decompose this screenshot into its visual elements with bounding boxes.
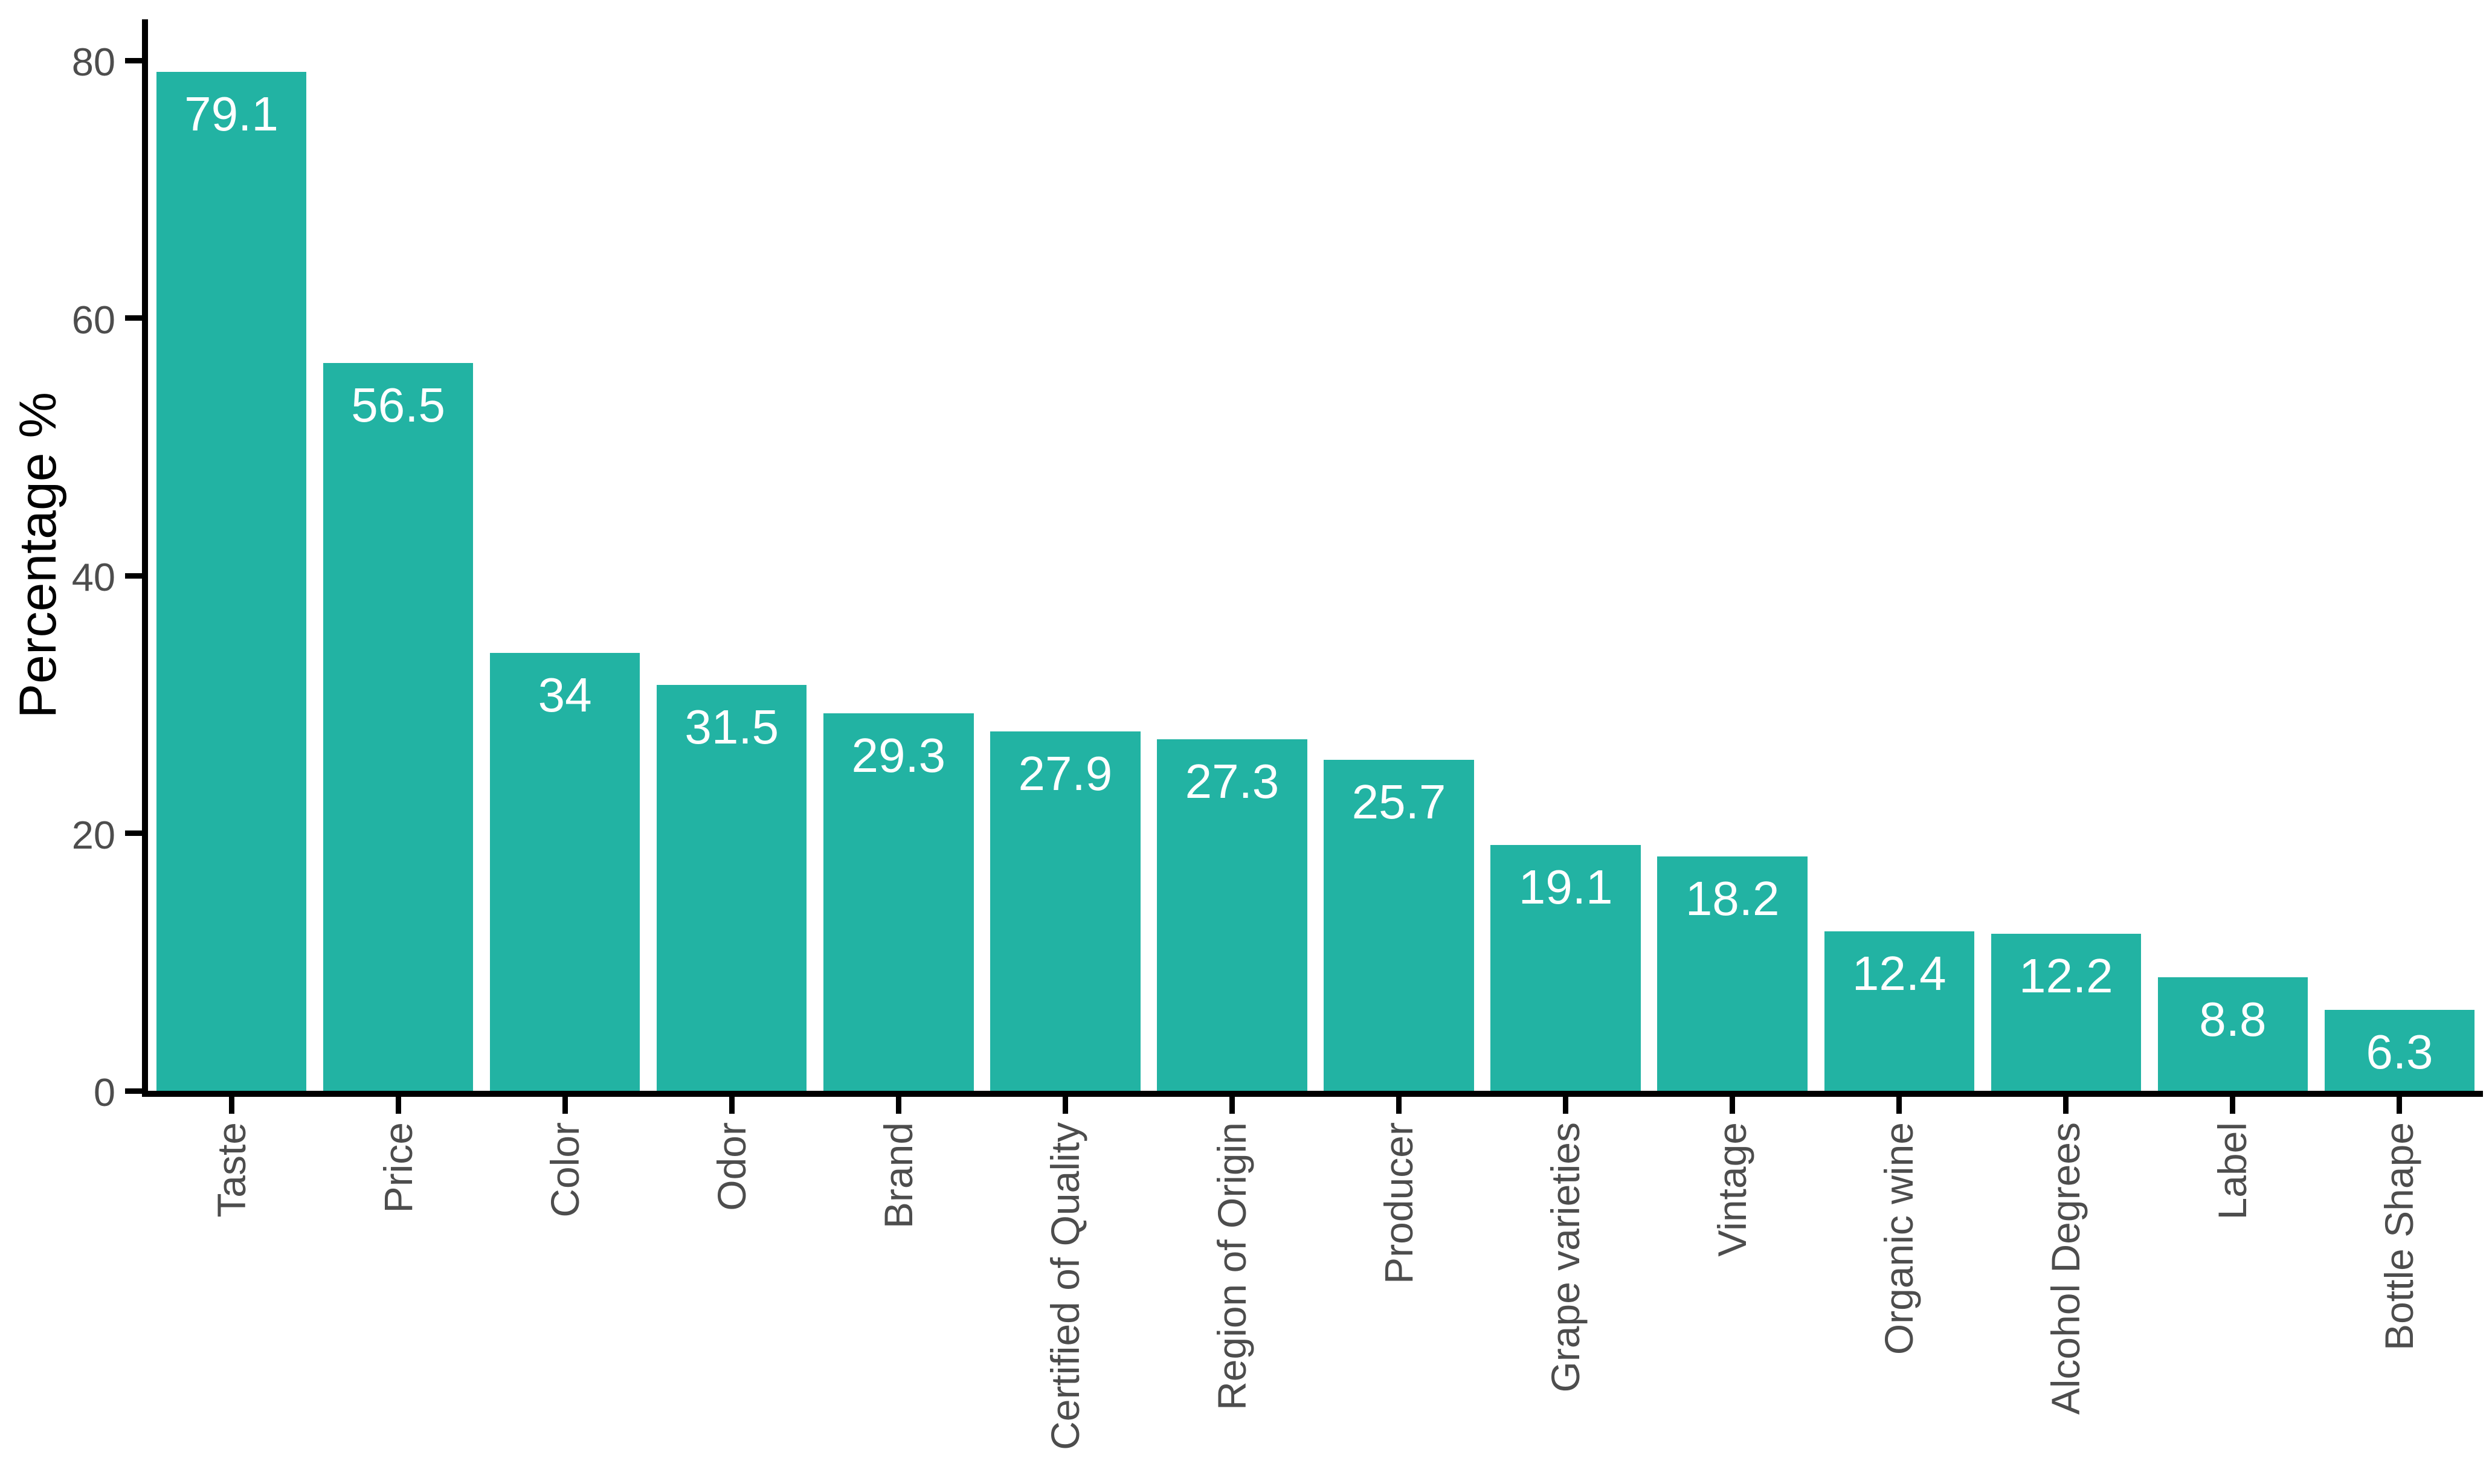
y-tick — [125, 315, 142, 321]
x-tick-label: Vintage — [1710, 1122, 1755, 1257]
x-tick-label: Odor — [709, 1122, 754, 1211]
y-tick — [125, 57, 142, 63]
x-tick — [2230, 1097, 2236, 1114]
x-tick — [395, 1097, 401, 1114]
x-tick-label: Taste — [208, 1122, 254, 1218]
bar-value-label: 27.9 — [1018, 747, 1113, 801]
bar — [2324, 1009, 2475, 1091]
x-tick — [895, 1097, 901, 1114]
bar — [323, 363, 474, 1091]
bar — [1824, 931, 1974, 1091]
x-tick-label: Producer — [1376, 1122, 1422, 1284]
x-tick-label: Grape varieties — [1543, 1122, 1588, 1393]
bar-value-label: 56.5 — [351, 378, 445, 432]
bar-value-label: 34 — [538, 667, 592, 722]
bar-value-label: 8.8 — [2199, 992, 2267, 1047]
x-tick — [228, 1097, 234, 1114]
bar — [990, 731, 1141, 1091]
x-tick-label: Certified of Quality — [1042, 1122, 1087, 1450]
bar — [1490, 844, 1641, 1091]
bar-value-label: 12.4 — [1852, 946, 1946, 1000]
y-tick — [125, 573, 142, 579]
x-tick-label: Organic wine — [1876, 1122, 1922, 1355]
x-tick — [1730, 1097, 1736, 1114]
x-axis-line — [142, 1091, 2483, 1097]
x-tick — [729, 1097, 735, 1114]
x-tick — [1229, 1097, 1235, 1114]
x-tick — [562, 1097, 568, 1114]
x-tick — [2397, 1097, 2403, 1114]
x-tick — [1396, 1097, 1402, 1114]
x-tick — [1896, 1097, 1902, 1114]
y-tick — [125, 830, 142, 836]
x-tick — [2063, 1097, 2069, 1114]
bar-value-label: 18.2 — [1685, 871, 1780, 925]
y-axis-line — [142, 19, 148, 1097]
bar-value-label: 6.3 — [2366, 1024, 2433, 1079]
y-tick-label: 60 — [71, 297, 115, 342]
bar — [489, 652, 640, 1091]
bar — [1324, 759, 1474, 1091]
bar-value-label: 31.5 — [684, 700, 779, 754]
x-tick-label: Bottle Shape — [2377, 1122, 2422, 1351]
y-axis-title: Percentage % — [9, 392, 67, 719]
bar — [657, 685, 807, 1091]
bar — [156, 72, 307, 1091]
bar — [2157, 977, 2308, 1091]
x-tick — [1563, 1097, 1569, 1114]
x-tick-label: Region of Origin — [1209, 1122, 1254, 1410]
y-tick — [125, 1088, 142, 1094]
x-tick-label: Brand — [875, 1122, 921, 1229]
y-tick-label: 40 — [71, 555, 115, 599]
x-tick-label: Color — [542, 1122, 587, 1218]
bar — [1157, 739, 1307, 1091]
y-tick-label: 0 — [93, 1070, 115, 1114]
bar — [1657, 856, 1808, 1091]
x-tick-label: Price — [375, 1122, 420, 1213]
y-tick-label: 80 — [71, 40, 115, 84]
bar-value-label: 25.7 — [1351, 774, 1446, 829]
y-tick-label: 20 — [71, 812, 115, 857]
bar-value-label: 79.1 — [184, 87, 279, 141]
bar-value-label: 27.3 — [1185, 754, 1280, 808]
bar-value-label: 19.1 — [1518, 859, 1613, 914]
x-tick — [1062, 1097, 1068, 1114]
bar — [1991, 933, 2142, 1091]
bar-value-label: 29.3 — [851, 728, 946, 783]
x-tick-label: Alcohol Degrees — [2043, 1122, 2088, 1415]
x-tick-label: Label — [2210, 1122, 2255, 1220]
bar — [823, 713, 974, 1091]
bar-value-label: 12.2 — [2018, 948, 2113, 1003]
